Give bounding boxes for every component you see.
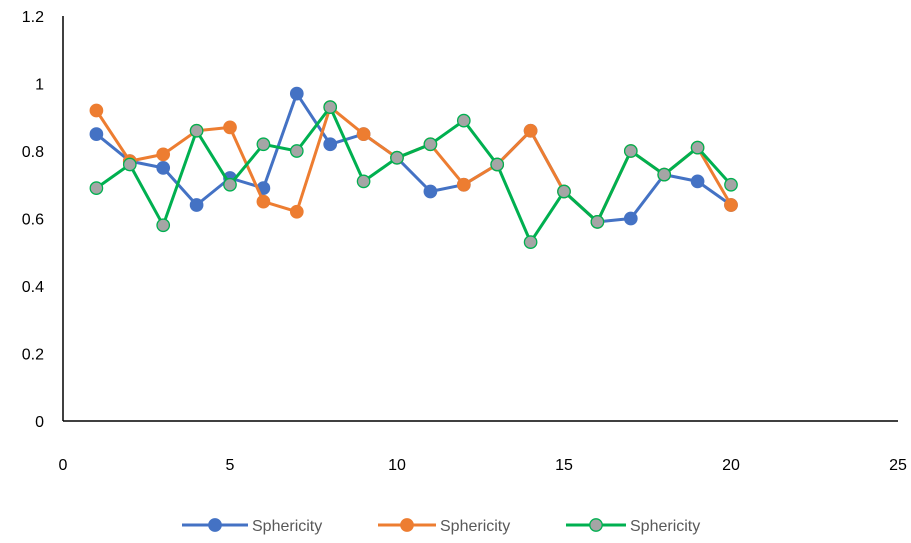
x-tick-label: 15 bbox=[555, 457, 573, 474]
data-point bbox=[89, 127, 104, 141]
data-point bbox=[456, 113, 471, 128]
data-point bbox=[690, 174, 705, 189]
x-tick-label: 25 bbox=[889, 457, 907, 474]
x-tick-label: 10 bbox=[388, 457, 406, 474]
legend-swatch-marker bbox=[208, 518, 222, 532]
data-point bbox=[657, 167, 672, 182]
data-point bbox=[89, 103, 104, 118]
data-point bbox=[289, 144, 304, 158]
data-point bbox=[323, 100, 338, 114]
legend-item: Sphericity bbox=[182, 518, 322, 535]
data-point bbox=[223, 120, 237, 135]
legend-label: Sphericity bbox=[630, 518, 700, 535]
data-point bbox=[256, 194, 271, 209]
data-point bbox=[523, 235, 538, 249]
data-point bbox=[89, 181, 104, 195]
legend-item: Sphericity bbox=[566, 518, 700, 535]
y-tick-label: 1.2 bbox=[22, 9, 44, 26]
series-line bbox=[94, 105, 733, 244]
data-point bbox=[189, 198, 204, 212]
legend: Sphericity Sphericity Sphericity bbox=[182, 518, 700, 535]
y-tick-label: 0.2 bbox=[22, 347, 44, 364]
series-group bbox=[89, 86, 738, 249]
data-point bbox=[156, 147, 171, 162]
data-point bbox=[356, 127, 371, 141]
legend-item: Sphericity bbox=[378, 518, 510, 535]
y-tick-label: 0 bbox=[35, 414, 44, 431]
data-point bbox=[256, 137, 271, 152]
x-tick-labels: 0 5 10 15 20 25 bbox=[59, 457, 907, 474]
y-tick-label: 1 bbox=[35, 77, 44, 94]
data-point bbox=[156, 218, 171, 233]
data-point bbox=[724, 177, 738, 192]
data-point bbox=[623, 144, 638, 158]
x-tick-label: 0 bbox=[59, 457, 68, 474]
x-tick-label: 5 bbox=[226, 457, 235, 474]
data-point bbox=[223, 177, 237, 192]
data-point bbox=[156, 161, 171, 175]
data-point bbox=[390, 150, 404, 165]
data-point bbox=[423, 184, 438, 199]
data-point bbox=[289, 204, 304, 219]
data-point bbox=[724, 198, 738, 212]
data-point bbox=[289, 86, 304, 101]
data-point bbox=[189, 123, 204, 138]
data-point bbox=[523, 123, 538, 138]
y-tick-labels: 0 0.2 0.4 0.6 0.8 1 1.2 bbox=[22, 9, 44, 431]
series-2 bbox=[89, 100, 738, 229]
data-point bbox=[122, 157, 137, 172]
y-tick-label: 0.6 bbox=[22, 212, 44, 229]
legend-swatch-marker bbox=[400, 518, 414, 532]
data-point bbox=[590, 215, 605, 229]
data-point bbox=[323, 137, 338, 152]
data-point bbox=[423, 137, 438, 152]
legend-swatch-marker bbox=[589, 518, 603, 532]
data-point bbox=[690, 140, 705, 155]
axes bbox=[62, 16, 898, 422]
data-point bbox=[557, 184, 571, 199]
x-tick-label: 20 bbox=[722, 457, 740, 474]
data-point bbox=[456, 177, 471, 192]
y-tick-label: 0.8 bbox=[22, 144, 44, 161]
legend-label: Sphericity bbox=[252, 518, 322, 535]
data-point bbox=[623, 211, 638, 226]
y-tick-label: 0.4 bbox=[22, 279, 44, 296]
data-point bbox=[356, 174, 371, 189]
series-3 bbox=[89, 100, 738, 249]
legend-label: Sphericity bbox=[440, 518, 510, 535]
data-point bbox=[490, 157, 505, 172]
